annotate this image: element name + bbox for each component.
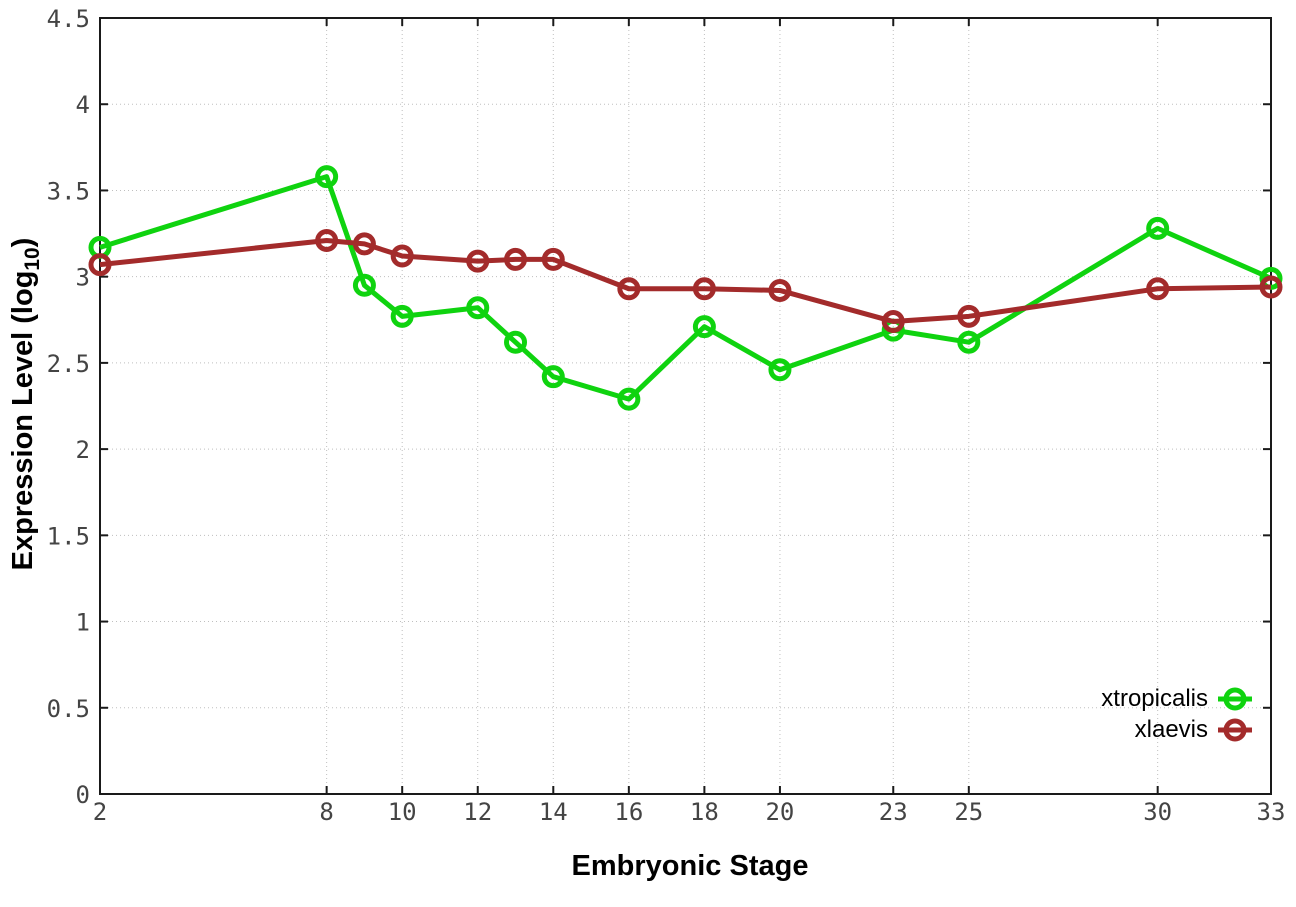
x-tick-label: 14 [539,798,568,826]
data-point-xtropicalis [541,365,565,389]
data-point-xlaevis [1259,275,1283,299]
y-axis-title-suffix: ) [7,237,40,248]
legend-label-xtropicalis: xtropicalis [1101,685,1208,712]
y-tick-label: 1.5 [47,522,90,550]
y-tick-label: 1 [76,609,90,637]
y-tick-label: 3.5 [47,177,90,205]
open-circle-marker-icon [1223,718,1247,742]
data-point-xtropicalis [617,387,641,411]
data-point-xlaevis [390,244,414,268]
data-point-xlaevis [768,278,792,302]
data-point-xlaevis [315,228,339,252]
data-point-xlaevis [1146,277,1170,301]
data-point-xtropicalis [466,296,490,320]
data-point-xlaevis [541,247,565,271]
y-tick-label: 3 [76,264,90,292]
data-point-xtropicalis [957,330,981,354]
y-axis-title-text: Expression Level (log [7,270,40,571]
y-tick-label: 0.5 [47,695,90,723]
data-point-xlaevis [504,247,528,271]
data-point-xtropicalis [692,315,716,339]
legend-label-xlaevis: xlaevis [1134,716,1208,743]
data-point-xlaevis [692,277,716,301]
legend-sample-xtropicalis [1218,686,1252,712]
y-axis-title: Expression Level (log10) [7,238,45,571]
plot-border [99,17,1272,795]
legend-item-xlaevis: xlaevis [1135,715,1252,745]
x-tick-label: 33 [1257,798,1286,826]
legend-item-xtropicalis: xtropicalis [1101,684,1252,714]
y-tick-label: 2 [76,436,90,464]
open-circle-marker-icon [1223,687,1247,711]
data-point-xtropicalis [352,273,376,297]
legend: xtropicalis xlaevis [1101,684,1252,745]
data-point-xlaevis [881,310,905,334]
data-point-xlaevis [617,277,641,301]
x-tick-label: 20 [765,798,794,826]
series-line-xlaevis [99,237,1272,325]
y-axis-title-subscript: 10 [20,247,44,271]
x-tick-label: 25 [954,798,983,826]
x-tick-label: 10 [388,798,417,826]
x-tick-label: 16 [614,798,643,826]
data-point-xlaevis [352,232,376,256]
x-tick-label: 8 [319,798,333,826]
data-point-xtropicalis [504,330,528,354]
x-tick-label: 23 [879,798,908,826]
data-point-xlaevis [957,304,981,328]
x-tick-label: 30 [1143,798,1172,826]
x-tick-label: 18 [690,798,719,826]
y-tick-label: 4 [76,91,90,119]
data-point-xtropicalis [315,165,339,189]
data-point-xtropicalis [1146,216,1170,240]
data-point-xtropicalis [390,304,414,328]
y-tick-label: 0 [76,781,90,809]
x-tick-label: 2 [93,798,107,826]
x-axis-title: Embryonic Stage [571,850,809,882]
data-point-xtropicalis [768,358,792,382]
data-point-xlaevis [88,253,112,277]
y-tick-label: 4.5 [47,5,90,33]
legend-sample-xlaevis [1218,717,1252,743]
x-tick-label: 12 [463,798,492,826]
data-point-xlaevis [466,249,490,273]
y-tick-label: 2.5 [47,350,90,378]
